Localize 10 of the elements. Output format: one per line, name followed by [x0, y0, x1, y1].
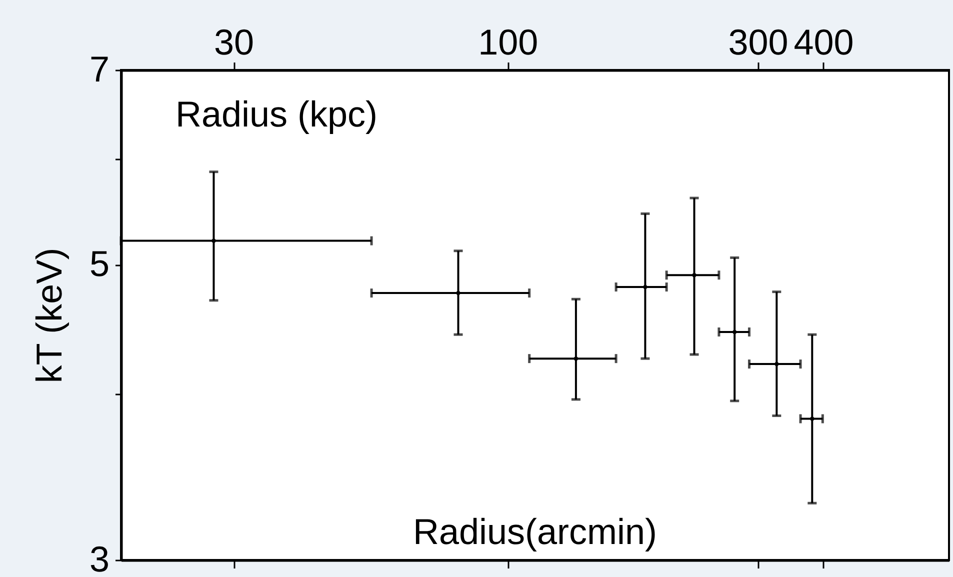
x-axis-title: Radius (kpc)	[175, 94, 378, 134]
y-axis-title: kT (keV)	[28, 248, 70, 384]
x-tick-label: 100	[478, 22, 538, 62]
x-tick-label: 30	[214, 22, 254, 62]
x-tick-label: 300	[728, 22, 788, 62]
y-tick-label: 3	[89, 538, 110, 577]
annotation: Radius(arcmin)	[412, 511, 658, 552]
y-tick-label: 5	[89, 243, 110, 284]
y-tick-label: 7	[89, 48, 110, 90]
x-tick-label: 400	[794, 22, 854, 62]
